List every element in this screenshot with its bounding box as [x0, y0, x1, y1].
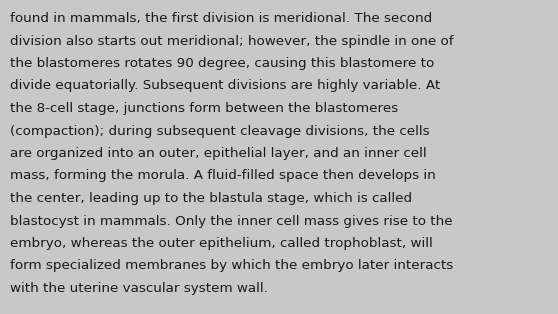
Text: the 8-cell stage, junctions form between the blastomeres: the 8-cell stage, junctions form between…: [10, 102, 398, 115]
Text: with the uterine vascular system wall.: with the uterine vascular system wall.: [10, 282, 268, 295]
Text: blastocyst in mammals. Only the inner cell mass gives rise to the: blastocyst in mammals. Only the inner ce…: [10, 214, 453, 228]
Text: (compaction); during subsequent cleavage divisions, the cells: (compaction); during subsequent cleavage…: [10, 124, 430, 138]
Text: form specialized membranes by which the embryo later interacts: form specialized membranes by which the …: [10, 259, 453, 273]
Text: embryo, whereas the outer epithelium, called trophoblast, will: embryo, whereas the outer epithelium, ca…: [10, 237, 433, 250]
Text: division also starts out meridional; however, the spindle in one of: division also starts out meridional; how…: [10, 35, 454, 47]
Text: divide equatorially. Subsequent divisions are highly variable. At: divide equatorially. Subsequent division…: [10, 79, 440, 93]
Text: are organized into an outer, epithelial layer, and an inner cell: are organized into an outer, epithelial …: [10, 147, 427, 160]
Text: the center, leading up to the blastula stage, which is called: the center, leading up to the blastula s…: [10, 192, 412, 205]
Text: mass, forming the morula. A fluid-filled space then develops in: mass, forming the morula. A fluid-filled…: [10, 170, 436, 182]
Text: found in mammals, the first division is meridional. The second: found in mammals, the first division is …: [10, 12, 432, 25]
Text: the blastomeres rotates 90 degree, causing this blastomere to: the blastomeres rotates 90 degree, causi…: [10, 57, 434, 70]
